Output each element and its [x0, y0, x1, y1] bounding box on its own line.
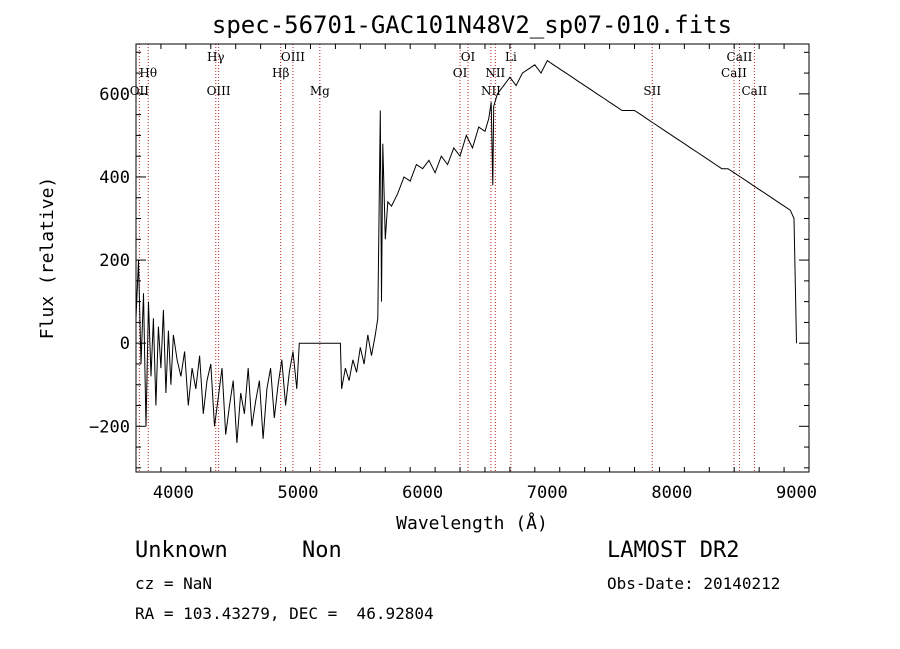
y-tick-label: 200 — [99, 251, 130, 271]
emission-line-labels: OIIHθHγOIIIHβOIIIMgOIOINIINIILiSIICaIICa… — [130, 50, 768, 98]
marker-label-11: Li — [505, 50, 517, 64]
plot-frame — [135, 43, 810, 473]
marker-label-6: Mg — [310, 84, 330, 98]
y-tick-label: 400 — [99, 168, 130, 188]
spectrum-line — [135, 59, 797, 443]
marker-label-12: SII — [643, 84, 661, 98]
marker-label-4: Hβ — [272, 66, 289, 80]
x-axis-label: Wavelength (Å) — [396, 512, 548, 534]
marker-label-5: OIII — [281, 50, 305, 64]
object-subclass: Non — [302, 538, 342, 563]
marker-label-0: OII — [130, 84, 150, 98]
x-tick-label: 5000 — [278, 483, 319, 503]
y-axis-ticks: −200 0 200 400 600 — [89, 51, 809, 469]
object-class: Unknown — [135, 538, 228, 563]
x-tick-label: 8000 — [651, 483, 692, 503]
y-tick-label: 600 — [99, 85, 130, 105]
x-tick-label: 7000 — [527, 483, 568, 503]
x-axis-ticks: 4000 5000 6000 7000 8000 9000 — [135, 44, 817, 503]
survey-name: LAMOST DR2 — [607, 538, 740, 563]
spectrum-chart: spec-56701-GAC101N48V2_sp07-010.fits OII… — [37, 11, 817, 534]
marker-label-7: OI — [453, 66, 468, 80]
emission-line-markers — [138, 44, 755, 472]
y-axis-label: Flux (relative) — [37, 177, 58, 340]
marker-label-9: NII — [481, 84, 501, 98]
marker-label-13: CaII — [721, 66, 747, 80]
x-tick-label: 6000 — [402, 483, 443, 503]
marker-label-15: CaII — [741, 84, 767, 98]
chart-title: spec-56701-GAC101N48V2_sp07-010.fits — [212, 11, 732, 39]
marker-label-10: NII — [485, 66, 505, 80]
observation-date: Obs-Date: 20140212 — [607, 574, 781, 593]
coordinates: RA = 103.43279, DEC = 46.92804 — [135, 604, 434, 623]
x-tick-label: 9000 — [776, 483, 817, 503]
x-tick-label: 4000 — [153, 483, 194, 503]
marker-label-1: Hθ — [139, 66, 157, 80]
y-tick-label: 0 — [120, 334, 130, 354]
redshift-value: cz = NaN — [135, 574, 213, 593]
marker-label-2: Hγ — [207, 50, 225, 64]
y-tick-label: −200 — [89, 417, 130, 437]
marker-label-14: CaII — [727, 50, 753, 64]
marker-label-3: OIII — [207, 84, 231, 98]
marker-label-8: OI — [461, 50, 476, 64]
